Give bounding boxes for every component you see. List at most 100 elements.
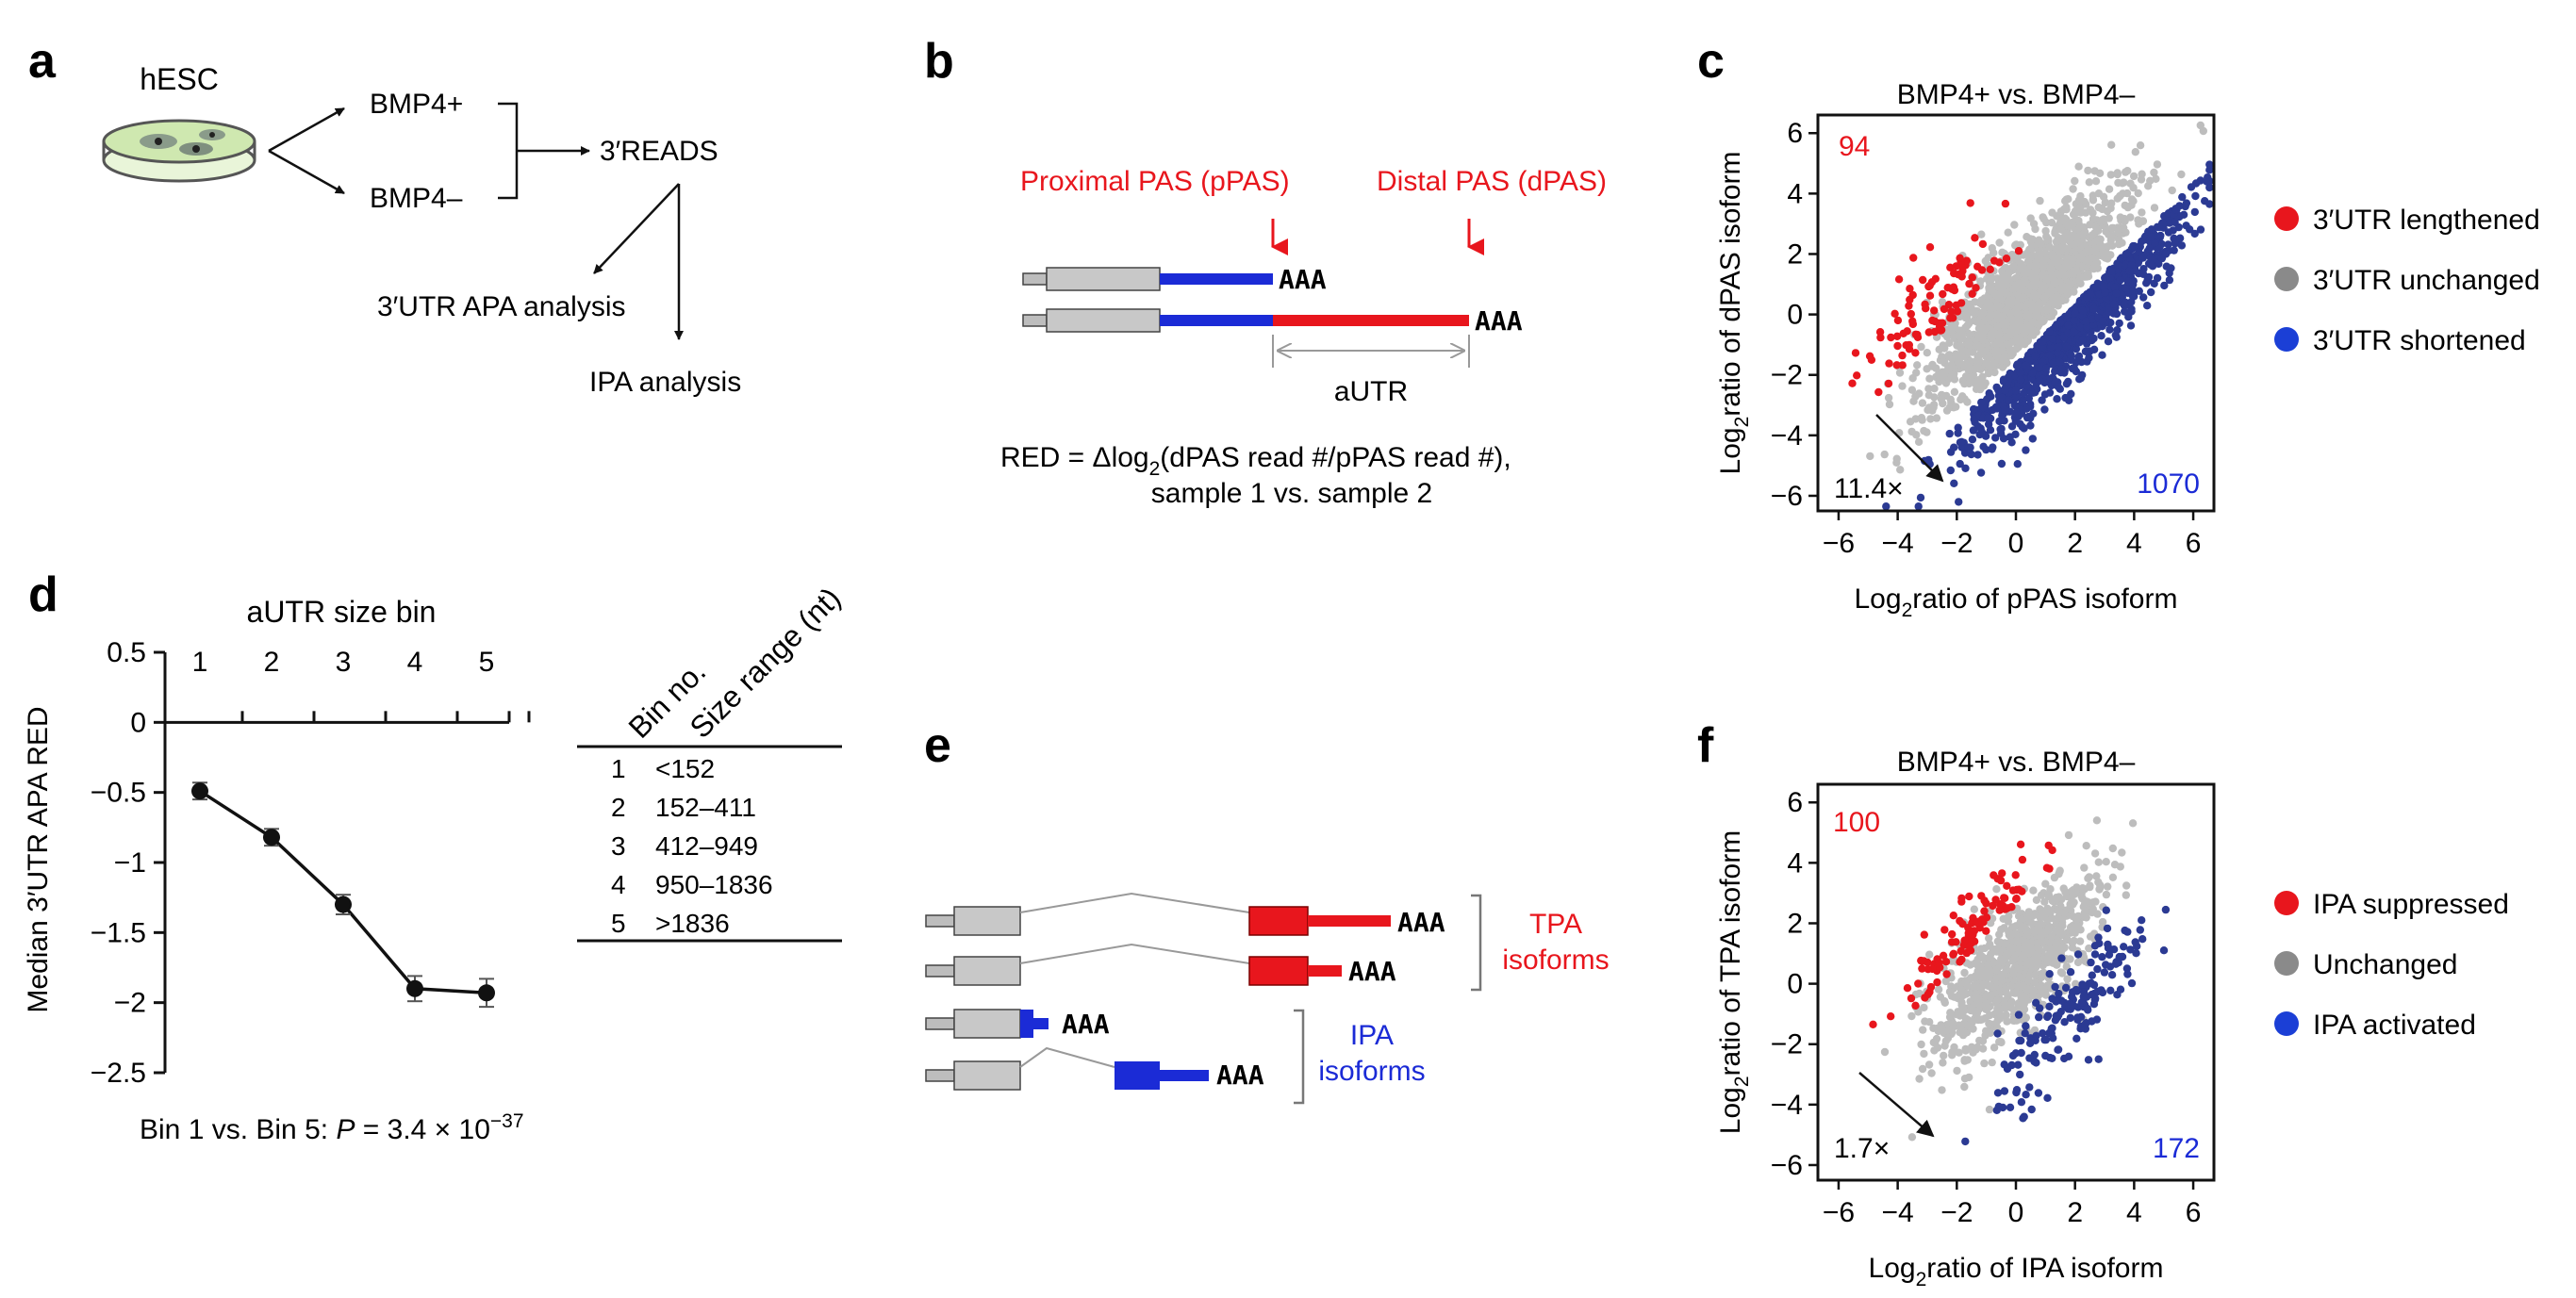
scatter-point-shortened	[2072, 367, 2080, 376]
scatter-point-unchanged	[2138, 217, 2147, 225]
scatter-point-unchanged	[1884, 393, 1893, 403]
scatter-point-suppressed	[2048, 846, 2056, 855]
scatter-point-unchanged	[2046, 312, 2055, 320]
x-tick-label: 2	[264, 647, 280, 678]
scatter-point-unchanged	[2055, 870, 2063, 879]
scatter-point-unchanged	[2025, 322, 2034, 331]
y-tick-label: −1	[114, 847, 146, 879]
scatter-point-lengthened	[1908, 320, 1918, 329]
fold-arrow-c	[1875, 414, 1944, 483]
scatter-point-shortened	[2031, 352, 2039, 361]
scatter-point-unchanged	[1963, 1056, 1972, 1064]
scatter-point-suppressed	[2018, 855, 2027, 864]
scatter-point-unchanged	[2107, 140, 2116, 149]
tpa-label-line1: TPA	[1529, 909, 1582, 940]
tpa-bracket	[1471, 894, 1482, 992]
scatter-point-activated	[2052, 997, 2060, 1006]
scatter-point-unchanged	[2126, 213, 2135, 222]
scatter-point-unchanged	[2096, 880, 2105, 890]
scatter-point-activated	[2034, 1089, 2043, 1097]
panel-label-f: f	[1697, 718, 1714, 773]
scatter-point-unchanged	[2051, 927, 2060, 935]
chart-c-title: BMP4+ vs. BMP4–	[1897, 79, 2136, 110]
scatter-point-lengthened	[1848, 379, 1857, 387]
scatter-point-unchanged	[1926, 415, 1935, 423]
scatter-point-unchanged	[1957, 327, 1966, 336]
scatter-point-unchanged	[1957, 998, 1966, 1007]
scatter-point-lengthened	[1973, 262, 1982, 271]
scatter-point-unchanged	[2062, 205, 2071, 214]
scatter-point-unchanged	[2081, 208, 2090, 217]
scatter-point-unchanged	[1895, 369, 1905, 377]
scatter-point-unchanged	[2056, 224, 2065, 234]
scatter-point-activated	[2060, 1054, 2069, 1063]
scatter-point-shortened	[2129, 287, 2138, 295]
scatter-point-activated	[2066, 968, 2075, 977]
scatter-point-shortened	[1991, 434, 2000, 442]
fold-arrow-f	[1858, 1072, 1935, 1138]
scatter-point-activated	[2000, 1087, 2009, 1095]
scatter-point-unchanged	[2024, 976, 2033, 984]
scatter-point-lengthened	[1971, 234, 1979, 242]
scatter-point-suppressed	[1998, 869, 2006, 878]
axis-ticks-c: −6 −4 −2 0 2 4 6 6 4 2 0 −2 −4 −6	[1771, 118, 2202, 559]
scatter-point-shortened	[2089, 304, 2098, 314]
scatter-point-shortened	[1976, 424, 1985, 433]
legend-f: IPA suppressed Unchanged IPA activated	[2274, 889, 2509, 1041]
scatter-point-shortened	[2057, 365, 2066, 373]
scatter-point-shortened	[2081, 347, 2090, 355]
scatter-point-unchanged	[2035, 236, 2043, 244]
scatter-point-unchanged	[1915, 1075, 1924, 1083]
scatter-point-unchanged	[2114, 226, 2122, 236]
scatter-point-unchanged	[2082, 897, 2090, 906]
scatter-point-unchanged	[1978, 308, 1988, 317]
scatter-point-activated	[2073, 950, 2083, 959]
table-cell-range: 950–1836	[655, 870, 773, 899]
scatter-point-shortened	[2045, 327, 2054, 336]
scatter-point-unchanged	[2023, 913, 2032, 923]
y-tick-label: 0	[130, 707, 146, 738]
scatter-point-unchanged	[2128, 819, 2138, 828]
scatter-point-unchanged	[2089, 898, 2097, 907]
scatter-point-unchanged	[2096, 218, 2105, 226]
scatter-point-unchanged	[2024, 956, 2034, 965]
scatter-point-unchanged	[1927, 1069, 1936, 1077]
scatter-point-lengthened	[1962, 256, 1971, 265]
scatter-point-unchanged	[2072, 979, 2080, 989]
scatter-point-unchanged	[2044, 890, 2053, 899]
scatter-point-unchanged	[1979, 980, 1989, 989]
scatter-point-unchanged	[1938, 1086, 1946, 1094]
scatter-point-unchanged	[2063, 975, 2072, 983]
scatter-point-unchanged	[2003, 1003, 2011, 1011]
scatter-point-lengthened	[1943, 284, 1952, 292]
ipa-isoform-exonic: AAA	[925, 1046, 1264, 1091]
scatter-point-suppressed	[1977, 892, 1986, 900]
scatter-point-shortened	[2177, 241, 2187, 250]
scatter-point-shortened	[2186, 225, 2194, 234]
scatter-point-unchanged	[1925, 950, 1934, 959]
scatter-point-unchanged	[1992, 311, 2001, 320]
scatter-point-activated	[2057, 954, 2066, 962]
scatter-point-shortened	[2078, 336, 2087, 344]
scatter-point-unchanged	[1973, 1043, 1982, 1052]
scatter-point-activated	[2017, 1098, 2026, 1107]
scatter-point-unchanged	[2012, 335, 2021, 344]
scatter-point-suppressed	[1960, 936, 1969, 945]
scatter-point-unchanged	[2000, 939, 2009, 948]
scatter-point-unchanged	[2138, 170, 2146, 178]
scatter-point-shortened	[2062, 380, 2072, 388]
scatter-point-unchanged	[2036, 196, 2044, 205]
scatter-point-unchanged	[2040, 897, 2049, 906]
scatter-point-unchanged	[1992, 966, 2002, 975]
scatter-point-unchanged	[1985, 314, 1993, 322]
scatter-point-unchanged	[1996, 973, 2005, 982]
scatter-point-unchanged	[1935, 372, 1944, 381]
scatter-point-unchanged	[1995, 1010, 2004, 1018]
scatter-point-unchanged	[2043, 981, 2052, 990]
scatter-point-activated	[2012, 1086, 2022, 1094]
scatter-point-shortened	[2161, 250, 2171, 258]
scatter-point-unchanged	[2054, 234, 2063, 242]
y-tick-label: −6	[1771, 481, 1803, 512]
table-cell-range: >1836	[655, 909, 730, 938]
table-cell-bin: 3	[611, 831, 626, 861]
